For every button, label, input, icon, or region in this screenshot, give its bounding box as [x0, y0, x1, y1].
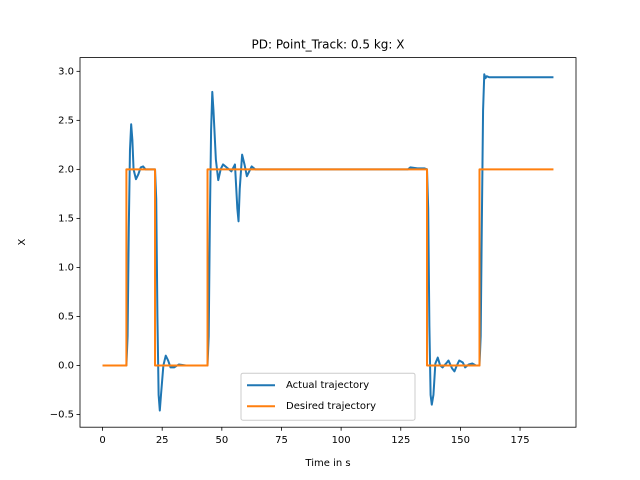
y-tick-label: 1.5: [58, 213, 74, 224]
x-tick-label: 75: [275, 435, 288, 446]
x-tick-label: 100: [332, 435, 351, 446]
legend: Actual trajectory Desired trajectory: [240, 372, 416, 421]
x-axis-label: Time in s: [304, 458, 350, 469]
y-tick-label: 1.0: [58, 262, 74, 273]
legend-box: [240, 372, 416, 421]
data-line: [102, 168, 554, 367]
y-tick-label: 3.0: [58, 66, 74, 77]
y-tick-label: −0.5: [50, 409, 74, 420]
x-tick-label: 175: [511, 435, 530, 446]
axes-frame: [79, 57, 577, 428]
y-tick-label: 2.0: [58, 164, 74, 175]
y-tick-label: 2.5: [58, 115, 74, 126]
legend-label: Actual trajectory: [286, 380, 369, 391]
x-tick-label: 150: [451, 435, 470, 446]
x-tick-label: 25: [156, 435, 169, 446]
y-tick-label: 0.0: [58, 360, 74, 371]
y-tick-label: 0.5: [58, 311, 74, 322]
x-tick-label: 125: [391, 435, 410, 446]
legend-label: Desired trajectory: [286, 401, 376, 412]
y-axis-label: X: [17, 238, 28, 245]
x-tick-label: 50: [215, 435, 228, 446]
chart-title: PD: Point_Track: 0.5 kg: X: [252, 38, 405, 52]
x-tick-label: 0: [99, 435, 105, 446]
